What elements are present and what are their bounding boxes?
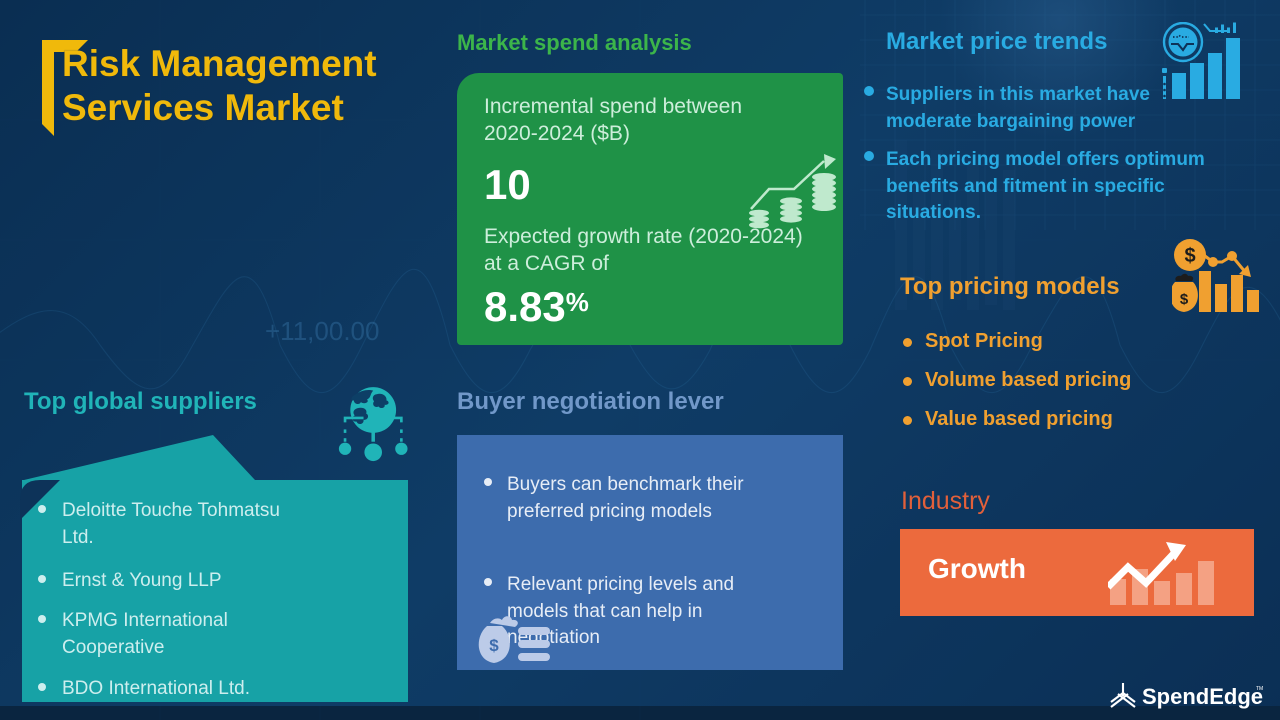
- svg-text:$: $: [1180, 291, 1189, 308]
- svg-text:SpendEdge: SpendEdge: [1142, 684, 1263, 709]
- svg-text:+11,00.00: +11,00.00: [265, 316, 379, 346]
- svg-text:TM: TM: [1256, 686, 1263, 692]
- svg-text:$: $: [1184, 245, 1195, 267]
- svg-text:$: $: [489, 636, 499, 655]
